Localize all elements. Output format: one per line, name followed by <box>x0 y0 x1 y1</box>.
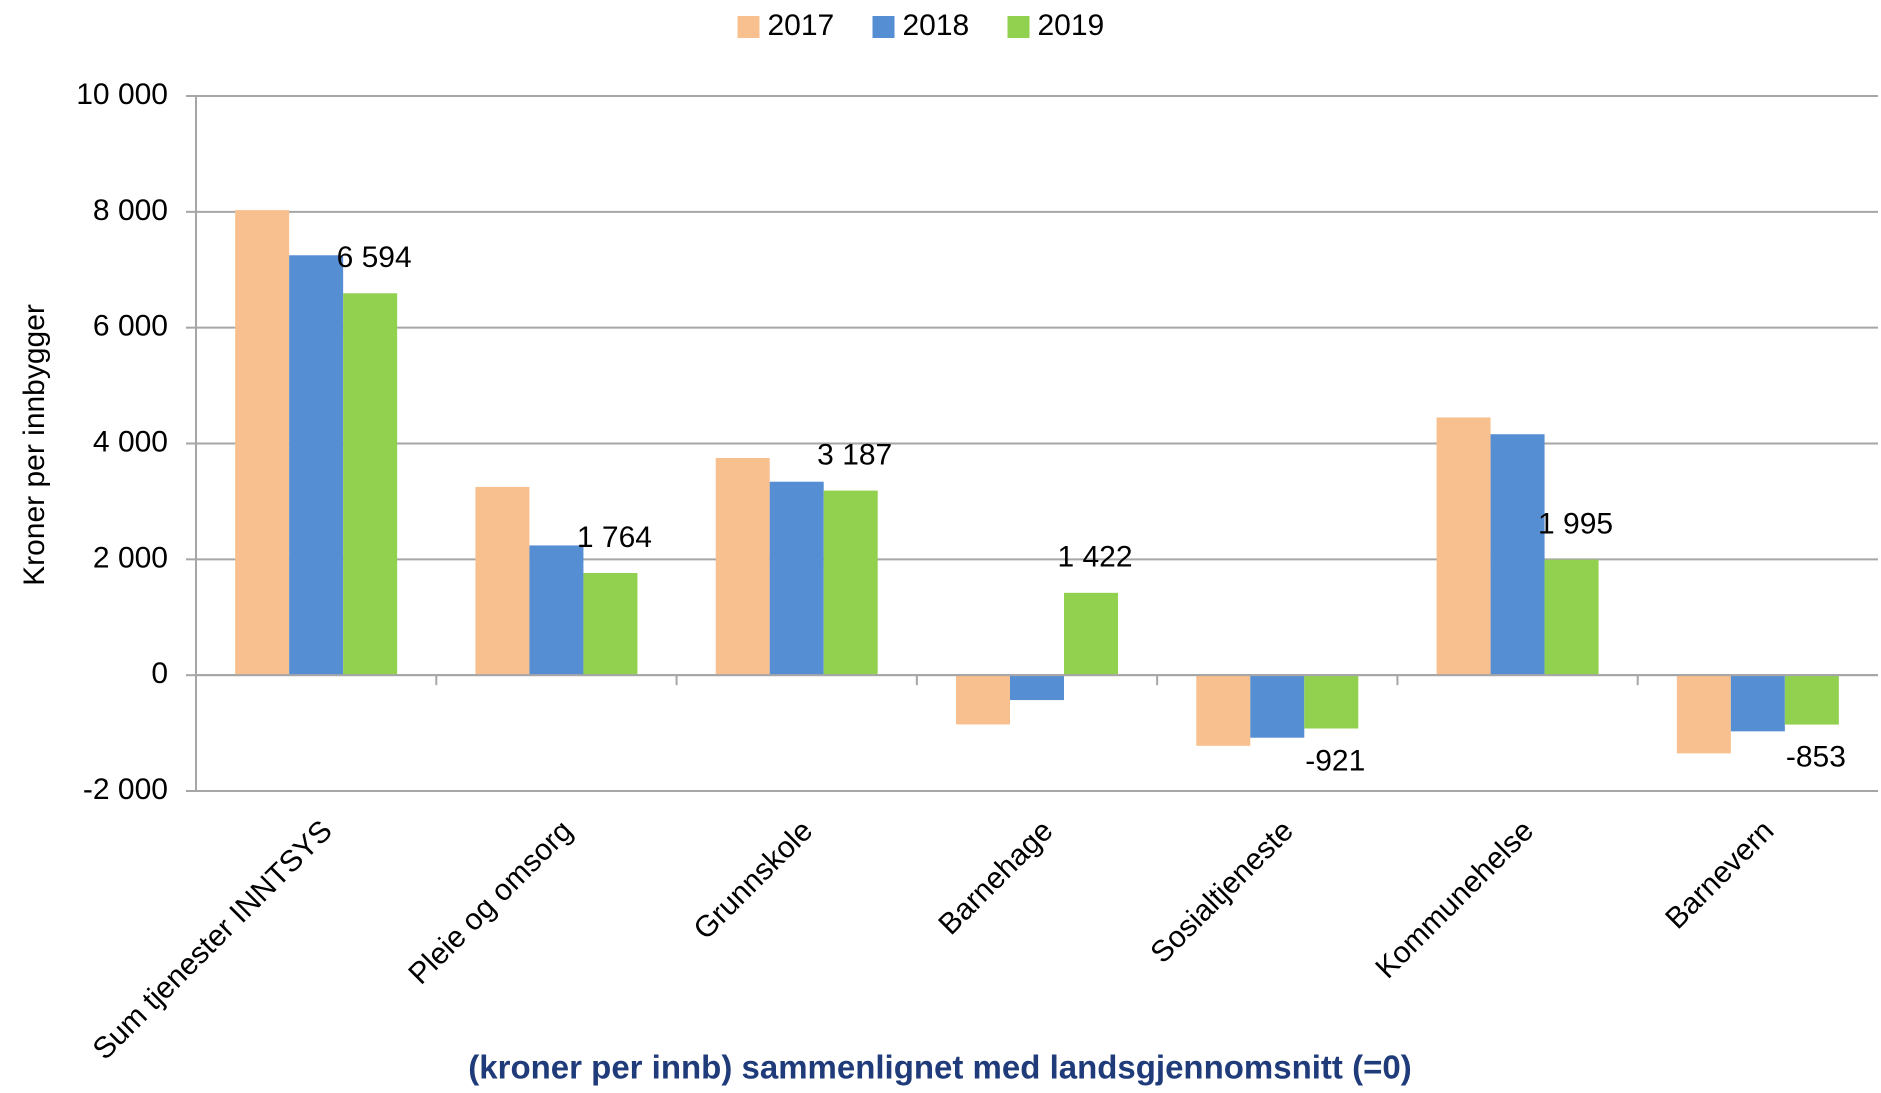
data-label: -853 <box>1786 740 1846 773</box>
x-axis-label: (kroner per innb) sammenlignet med lands… <box>468 1049 1411 1086</box>
bar <box>1730 675 1785 732</box>
y-tick-label: 4 000 <box>93 425 168 458</box>
bar <box>823 490 878 676</box>
y-tick-label: 2 000 <box>93 541 168 574</box>
y-tick-label: 10 000 <box>76 78 168 111</box>
data-label: 1 764 <box>577 521 652 554</box>
x-tick-label: Sum tjenester INNTSYS <box>87 814 339 1066</box>
legend-swatch <box>1007 16 1030 38</box>
bar <box>1010 675 1064 701</box>
y-tick-label: 8 000 <box>93 194 168 227</box>
bar <box>1304 675 1359 729</box>
bar <box>1784 675 1839 725</box>
data-label: 6 594 <box>337 241 412 274</box>
bar <box>1064 592 1118 676</box>
legend-swatch <box>872 16 895 38</box>
bar <box>583 573 638 676</box>
x-tick-label: Sosialtjeneste <box>1144 814 1299 969</box>
data-label: 1 995 <box>1538 508 1613 541</box>
y-tick-label: 0 <box>151 657 168 690</box>
y-tick-label: -2 000 <box>83 773 168 806</box>
legend-label: 2018 <box>903 9 970 42</box>
x-tick-label: Barnehage <box>932 814 1059 941</box>
bar <box>289 255 344 676</box>
legend-swatch <box>737 16 760 38</box>
x-tick-label: Kommunehelse <box>1369 814 1540 985</box>
bar <box>1250 675 1305 738</box>
bar <box>1196 675 1251 746</box>
bar <box>769 481 824 676</box>
data-label: -921 <box>1305 744 1365 777</box>
x-tick-label: Pleie og omsorg <box>402 814 579 991</box>
bar <box>1436 417 1491 676</box>
bar <box>1676 675 1731 754</box>
legend-label: 2019 <box>1038 9 1105 42</box>
y-tick-label: 6 000 <box>93 310 168 343</box>
x-tick-label: Barnevern <box>1659 814 1780 935</box>
data-label: 1 422 <box>1057 541 1132 574</box>
legend-label: 2017 <box>768 9 835 42</box>
bar <box>956 675 1010 725</box>
bar <box>235 210 290 676</box>
bar <box>1490 434 1545 676</box>
bar <box>529 545 584 676</box>
bar <box>343 293 398 676</box>
bar <box>715 457 770 676</box>
bar <box>1544 559 1599 676</box>
y-axis-label: Kroner per innbygger <box>18 304 51 586</box>
bar <box>475 486 530 676</box>
data-label: 3 187 <box>817 439 892 472</box>
x-tick-label: Grunnskole <box>687 814 819 946</box>
